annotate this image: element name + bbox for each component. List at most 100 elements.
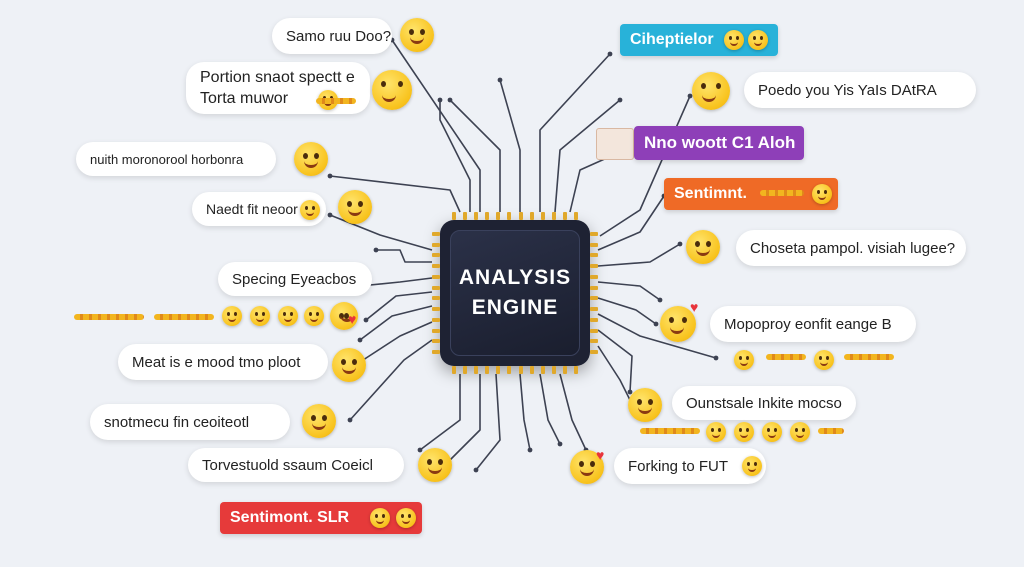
wire-path — [597, 313, 717, 359]
chip-pin — [432, 328, 440, 333]
emoji-face-icon — [762, 422, 782, 442]
bubble-text: Mopoproy eonfit eange B — [724, 315, 892, 333]
chip-pin — [590, 242, 598, 247]
chip-pin — [590, 317, 598, 322]
bubble-text: Portion snaot spectt e — [200, 69, 355, 86]
emoji-face-icon — [250, 306, 270, 326]
emoji-face-icon — [742, 456, 762, 476]
decorative-stripe — [154, 314, 214, 320]
emoji-face-icon — [660, 306, 696, 342]
wire-node — [497, 77, 503, 83]
tag-text: Sentimont. SLR — [230, 509, 350, 526]
chip-pin — [562, 366, 567, 374]
wire-node — [653, 321, 659, 327]
wire-path — [597, 345, 633, 405]
chip-pin — [590, 350, 598, 354]
wire-path — [359, 305, 433, 341]
emoji-face-icon — [302, 404, 336, 438]
wire-path — [597, 195, 665, 251]
wire-path — [539, 53, 611, 212]
speech-bubble: Samo ruu Doo? — [272, 18, 392, 54]
emoji-face-icon — [628, 388, 662, 422]
wire-path — [539, 373, 561, 445]
decorative-stripe — [766, 354, 806, 360]
wire-path — [439, 374, 481, 471]
chip-pin — [463, 212, 468, 220]
chip-pin — [507, 212, 512, 220]
chip-pin — [562, 212, 567, 220]
emoji-face-icon — [418, 448, 452, 482]
wire-path — [376, 249, 432, 263]
wire-node — [657, 297, 663, 303]
bubble-text: Naedt fit neoor — [206, 201, 298, 217]
chip-pin — [452, 212, 456, 220]
tag-text: Nno woott C1 Aloh — [644, 133, 796, 152]
wire-path — [449, 99, 501, 212]
wire-path — [599, 95, 691, 237]
chip-pin — [529, 366, 534, 374]
chip-pin — [590, 264, 598, 269]
chip-pin — [432, 232, 440, 236]
emoji-face-icon — [396, 508, 416, 528]
emoji-face-icon — [372, 70, 412, 110]
chip-pin — [432, 339, 440, 344]
wire-path — [499, 79, 521, 212]
bubble-text: Choseta pampol. visiah lugee? — [750, 239, 956, 257]
wire-node — [327, 212, 333, 218]
chip-pin — [507, 366, 512, 374]
bubble-text: Meat is e mood tmo ploot — [132, 353, 301, 371]
speech-bubble: Ounstsale Inkite mocso — [672, 386, 856, 420]
chip-pin — [590, 285, 598, 290]
emoji-face-icon — [332, 348, 366, 382]
wire-node — [347, 417, 353, 423]
chip-pin — [540, 366, 545, 374]
speech-bubble: Mopoproy eonfit eange B — [710, 306, 916, 342]
heart-icon: ♥ — [596, 447, 605, 463]
wire-path — [597, 243, 681, 267]
thumbnail-image — [596, 128, 634, 160]
chip-pin — [590, 232, 598, 236]
wire-node — [417, 447, 423, 453]
wire-node — [557, 441, 563, 447]
wire-path — [359, 277, 433, 287]
chip-pin — [518, 212, 523, 220]
chip-pin — [496, 212, 501, 220]
chip-pin — [590, 274, 598, 279]
chip-pin — [432, 242, 440, 247]
chip-pin — [432, 307, 440, 312]
wire-node — [527, 447, 533, 453]
emoji-face-icon — [724, 30, 744, 50]
wire-node — [447, 97, 453, 103]
emoji-face-icon — [300, 200, 320, 220]
chip-pin — [474, 212, 479, 220]
speech-bubble: Meat is e mood tmo ploot — [118, 344, 328, 380]
wire-path — [475, 373, 501, 471]
emoji-face-icon — [330, 302, 358, 330]
wire-node — [607, 51, 613, 57]
speech-bubble: snotmecu fin ceoiteotl — [90, 404, 290, 440]
chip-pin — [485, 366, 490, 374]
decorative-stripe — [844, 354, 894, 360]
wire-node — [687, 93, 693, 99]
decorative-stripe — [640, 428, 700, 434]
speech-bubble: Specing Eyeacbos — [218, 262, 372, 296]
wire-node — [713, 355, 719, 361]
emoji-face-icon — [790, 422, 810, 442]
wire-path — [419, 374, 461, 451]
wire-path — [554, 99, 621, 213]
chip-pin — [432, 264, 440, 269]
wire-node — [363, 317, 369, 323]
chip-pin — [590, 339, 598, 344]
chip-pin — [540, 212, 545, 220]
chip-pin — [432, 274, 440, 279]
emoji-face-icon — [400, 18, 434, 52]
decorative-stripe — [74, 314, 144, 320]
bubble-text: Forking to FUT — [628, 457, 729, 475]
chip-pin — [518, 366, 523, 374]
emoji-face-icon — [278, 306, 298, 326]
wire-node — [473, 467, 479, 473]
wire-path — [597, 297, 657, 325]
wire-path — [519, 373, 531, 451]
chip-pin — [432, 350, 440, 354]
heart-icon: ♥ — [348, 311, 357, 327]
